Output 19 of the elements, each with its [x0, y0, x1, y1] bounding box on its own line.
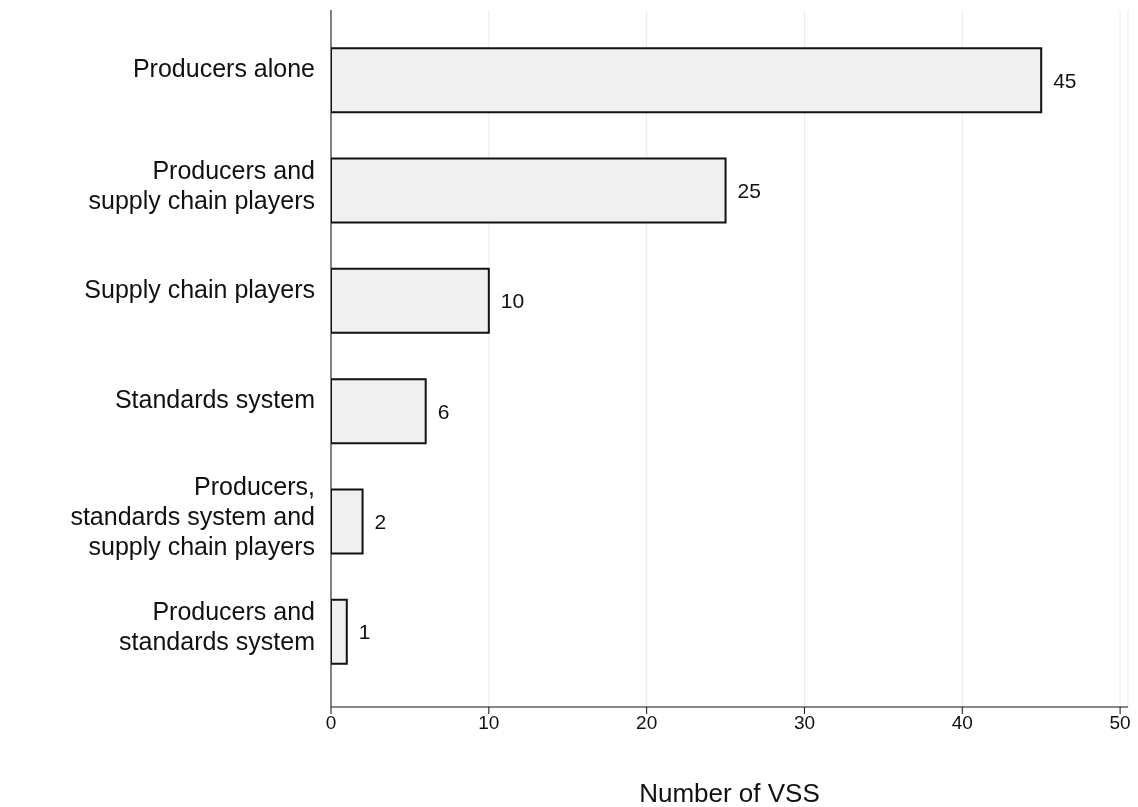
data-label: 2 — [374, 509, 387, 533]
y-tick-label: Standards system — [114, 385, 315, 414]
x-axis-title: Number of VSS — [639, 778, 820, 807]
data-label: 25 — [737, 178, 761, 202]
x-tick-label: 0 — [325, 712, 337, 734]
y-tick-label: Producers alone — [132, 54, 315, 83]
x-tick-label: 30 — [793, 712, 816, 734]
y-tick-label: Supply chain players — [84, 274, 315, 303]
x-tick-label: 20 — [636, 712, 658, 734]
data-label: 45 — [1053, 68, 1077, 92]
y-tick-label: Producers, standards system and supply chain players — [70, 471, 315, 560]
y-tick-label: Producers and standards system — [119, 596, 315, 655]
y-tick-label: Producers and supply chain players — [88, 155, 315, 214]
data-label: 1 — [358, 620, 371, 644]
data-label: 10 — [500, 289, 525, 313]
x-tick-label: 10 — [478, 712, 500, 734]
x-tick-label: 40 — [951, 712, 973, 734]
x-tick-label: 50 — [1109, 712, 1131, 734]
data-label: 6 — [437, 399, 450, 423]
